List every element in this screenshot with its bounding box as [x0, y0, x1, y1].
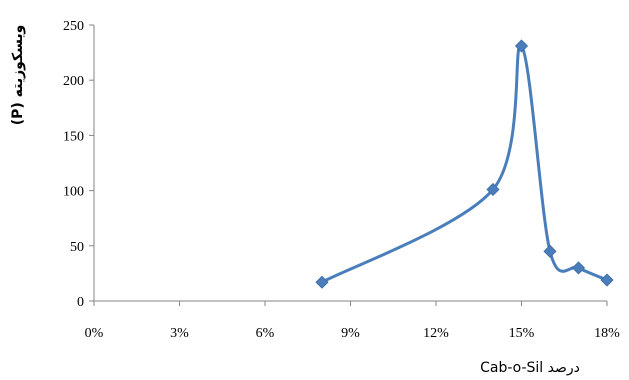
y-tick-label: 0: [77, 295, 84, 310]
data-point-marker: [571, 261, 586, 275]
series-markers: [315, 39, 614, 289]
y-tick-label: 100: [63, 185, 84, 200]
y-tick-label: 200: [63, 74, 84, 89]
x-tick-label: 9%: [341, 326, 360, 341]
x-axis-title: درصد Cab-o-Sil: [480, 360, 580, 376]
data-point-marker: [600, 273, 614, 287]
x-tick-label: 0%: [85, 326, 104, 341]
x-tick-label: 12%: [423, 326, 449, 341]
y-tick-label: 50: [70, 240, 84, 255]
data-point-marker: [543, 244, 557, 258]
plot-area: 0 50 100 150 200 250 0% 3% 6% 9% 12% 15% 18%: [63, 19, 620, 341]
x-tick-label: 6%: [256, 326, 275, 341]
x-tick-label: 18%: [594, 326, 620, 341]
x-axis-ticks: 0% 3% 6% 9% 12% 15% 18%: [85, 301, 620, 341]
data-point-marker: [315, 275, 329, 289]
y-tick-label: 250: [63, 19, 84, 34]
y-axis-ticks: 0 50 100 150 200 250: [63, 19, 94, 310]
series-line: [320, 44, 609, 284]
y-axis-title: ویسکوزیته (P): [10, 25, 26, 126]
x-tick-label: 15%: [509, 326, 535, 341]
data-point-marker: [514, 39, 529, 53]
x-tick-label: 3%: [170, 326, 189, 341]
data-point-marker: [486, 182, 500, 197]
y-tick-label: 150: [63, 129, 84, 144]
